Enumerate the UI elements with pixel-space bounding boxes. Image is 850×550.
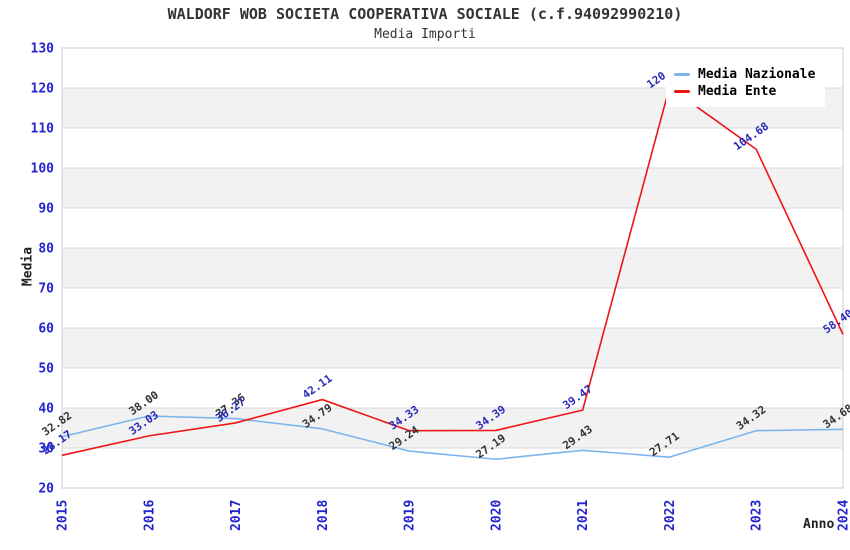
legend-item-media-nazionale[interactable]: Media Nazionale: [674, 67, 815, 82]
svg-text:80: 80: [38, 242, 54, 257]
svg-text:30: 30: [38, 442, 54, 457]
svg-text:130: 130: [31, 42, 55, 57]
svg-text:40: 40: [38, 402, 54, 417]
svg-text:2016: 2016: [142, 500, 157, 531]
svg-text:2024: 2024: [837, 500, 850, 531]
media-nazionale-line-icon: [674, 73, 690, 76]
legend-item-media-ente[interactable]: Media Ente: [674, 84, 815, 99]
svg-text:60: 60: [38, 322, 54, 337]
svg-text:2015: 2015: [56, 500, 71, 531]
svg-text:2018: 2018: [316, 500, 331, 531]
svg-text:2017: 2017: [229, 500, 244, 531]
x-axis-title: Anno: [803, 517, 835, 532]
svg-text:70: 70: [38, 282, 54, 297]
legend-label: Media Nazionale: [698, 67, 816, 82]
legend: Media Nazionale Media Ente: [666, 60, 826, 107]
chart-subtitle: Media Importi: [374, 27, 476, 42]
svg-text:2021: 2021: [576, 500, 591, 531]
svg-text:2020: 2020: [489, 500, 504, 531]
svg-text:120: 120: [31, 82, 55, 97]
svg-text:110: 110: [31, 122, 55, 137]
svg-text:2019: 2019: [403, 500, 418, 531]
svg-text:2023: 2023: [750, 500, 765, 531]
media-ente-line-icon: [674, 90, 690, 93]
svg-text:2022: 2022: [663, 500, 678, 531]
svg-text:20: 20: [38, 482, 54, 497]
svg-text:100: 100: [31, 162, 55, 177]
svg-text:50: 50: [38, 362, 54, 377]
svg-text:42.11: 42.11: [300, 372, 335, 402]
svg-text:90: 90: [38, 202, 54, 217]
chart-title: WALDORF WOB SOCIETA COOPERATIVA SOCIALE …: [167, 5, 683, 23]
legend-label: Media Ente: [698, 84, 777, 99]
